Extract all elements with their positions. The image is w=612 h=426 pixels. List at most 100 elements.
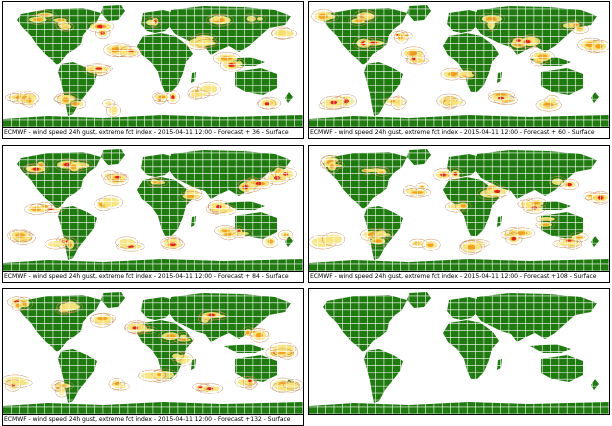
gust-contour [459,240,482,255]
landmass-madagascar [191,359,196,370]
gust-contour [488,93,515,104]
landmass-africa [137,33,193,92]
gust-contour [234,376,256,388]
gust-area-low [460,70,473,77]
world-map [2,288,304,415]
gust-area-low [377,230,387,238]
gust-area-mid [448,71,458,77]
gust-contour [568,232,589,242]
gust-area-high [171,95,175,100]
gust-area-high [198,385,203,389]
gust-contour [535,220,556,230]
gust-contour [421,238,441,251]
gust-area-low [212,15,220,22]
landmass-africa [443,320,499,379]
gust-area-mid [33,18,43,22]
landmass-australia [541,68,583,95]
map-canvas [3,289,303,414]
landmass-australia [235,355,277,382]
gust-contour [23,163,49,175]
gust-area-low [118,238,135,247]
gust-area-mid [15,233,26,238]
gust-contour [249,328,270,343]
gust-area-mid [57,19,65,22]
gust-area-low [109,105,118,116]
landmass-asia [169,293,291,342]
gust-contour [242,375,257,386]
gust-area-high [264,102,270,106]
gust-area-high [248,379,252,383]
landmass-south-america [364,62,403,116]
gust-contour [322,232,346,247]
gust-contour [257,98,277,110]
gust-area-mid [537,54,548,60]
gust-contour [109,172,127,182]
gust-contour [509,35,528,46]
landmass-madagascar [191,216,196,227]
landmass-asia [475,150,597,199]
gust-area-mid [460,204,467,208]
gust-contour [105,103,121,118]
world-map [2,145,304,272]
landmass-africa [137,177,193,236]
gust-area-mid [15,303,21,308]
landmass-madagascar [497,216,502,227]
gust-area-mid [485,16,497,21]
gust-contour [98,195,123,210]
gust-area-low [524,200,533,209]
gust-area-mid [427,242,434,247]
gust-area-mid [413,242,421,245]
gust-area-mid [97,316,108,321]
gust-area-mid [318,13,329,19]
gust-area-low [538,217,555,222]
gust-area-high [170,242,176,247]
gust-contour [559,235,579,247]
gust-contour [126,321,151,335]
landmass-south-america [58,349,97,403]
gust-contour [115,236,138,249]
gust-area-mid [157,372,162,377]
gust-contour [25,14,50,25]
world-map [308,145,610,272]
gust-area-low [547,97,557,104]
gust-area-mid [248,383,253,385]
gust-contour [67,160,93,171]
gust-area-mid [220,56,233,61]
gust-contour [484,18,499,32]
map-canvas [3,2,303,127]
gust-contour [585,192,609,203]
map-caption: ECMWF - wind speed 24h gust, extreme fct… [308,128,610,139]
world-map [308,1,610,128]
landmass-greenland [101,5,125,21]
lat-lon-grid [309,146,609,271]
gust-area-mid [152,180,157,184]
gust-area-low [114,51,136,55]
lat-lon-grid [3,2,303,127]
gust-contour [232,58,246,69]
lat-lon-grid [309,2,609,127]
map-caption: ECMWF - wind speed 24h gust, extreme fct… [308,272,610,283]
gust-contour [142,17,159,28]
gust-area-high [95,67,103,70]
map-panel-6 [308,288,610,426]
gust-contour [442,98,466,107]
gust-contour [108,377,125,390]
gust-contour [101,99,116,108]
gust-area-mid [158,95,166,99]
gust-area-high [216,204,222,209]
gust-area-mid [532,201,540,205]
gust-contour [86,20,115,33]
gust-area-low [274,30,294,37]
gust-contour [176,332,190,341]
map-canvas [309,2,609,127]
landmass-asia [475,293,597,342]
gust-contour [196,383,223,394]
landmass-new-zealand [591,236,599,247]
gust-area-high [567,183,572,187]
gust-area-high [370,41,378,45]
gust-area-mid [576,27,583,31]
gust-contour [241,326,255,339]
gust-area-mid [575,235,583,239]
map-panel-5: ECMWF - wind speed 24h gust, extreme fct… [2,288,304,426]
gust-contour [391,95,406,111]
